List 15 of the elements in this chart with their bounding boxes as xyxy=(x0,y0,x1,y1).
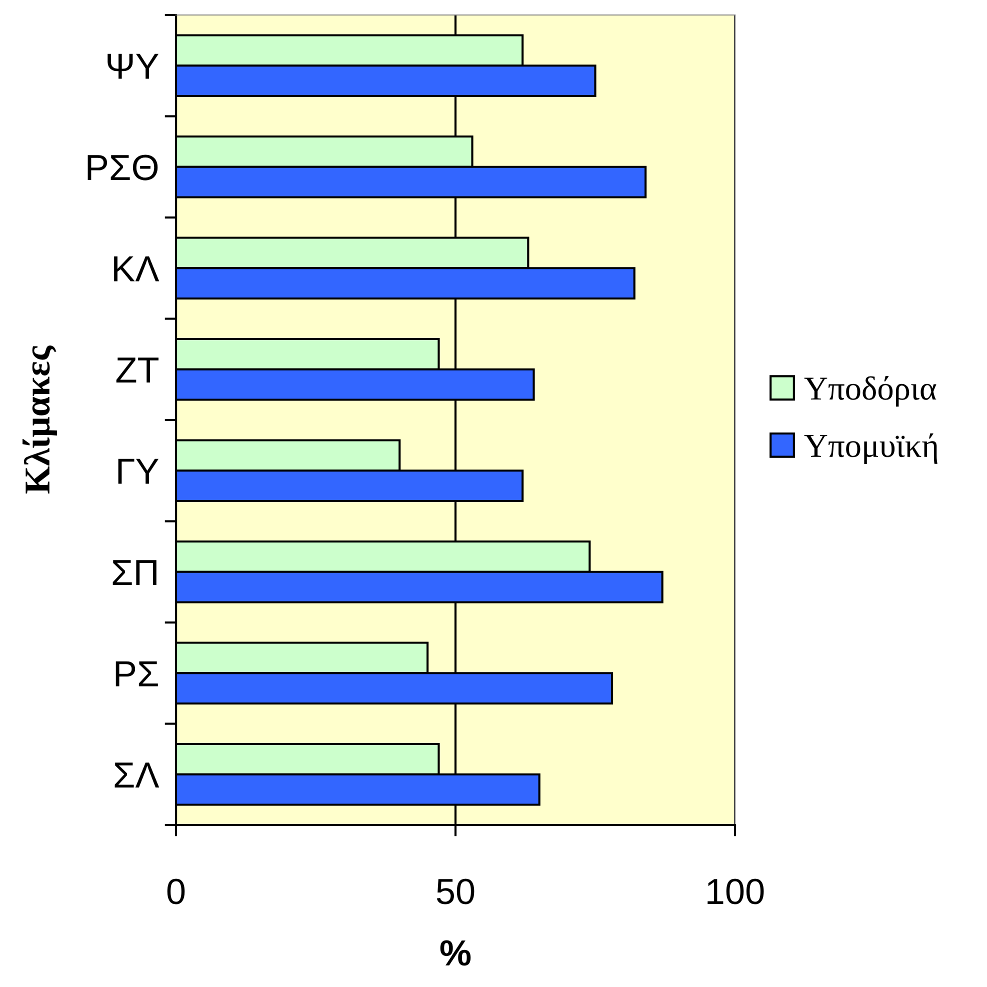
legend-label: Υποδόρια xyxy=(804,376,936,407)
x-axis-title: % xyxy=(440,940,471,966)
y-tick-label: ΣΠ xyxy=(112,560,156,585)
legend-label: Υπομυϊκή xyxy=(804,433,938,464)
y-tick-label: ΖΤ xyxy=(116,358,159,382)
y-tick-label: ΨΥ xyxy=(108,54,159,79)
y-tick-label: ΓΥ xyxy=(118,458,159,484)
x-tick-label: 0 xyxy=(167,878,185,904)
y-tick-label: ΚΛ xyxy=(114,256,160,282)
x-tick-label: 50 xyxy=(436,878,474,904)
x-tick-label: 100 xyxy=(708,878,764,904)
y-axis-title: Κλίμακες xyxy=(22,345,58,494)
y-tick-label: ΡΣΘ xyxy=(88,154,158,180)
y-tick-label: ΣΛ xyxy=(114,762,160,788)
y-tick-label: ΡΣ xyxy=(116,661,158,686)
